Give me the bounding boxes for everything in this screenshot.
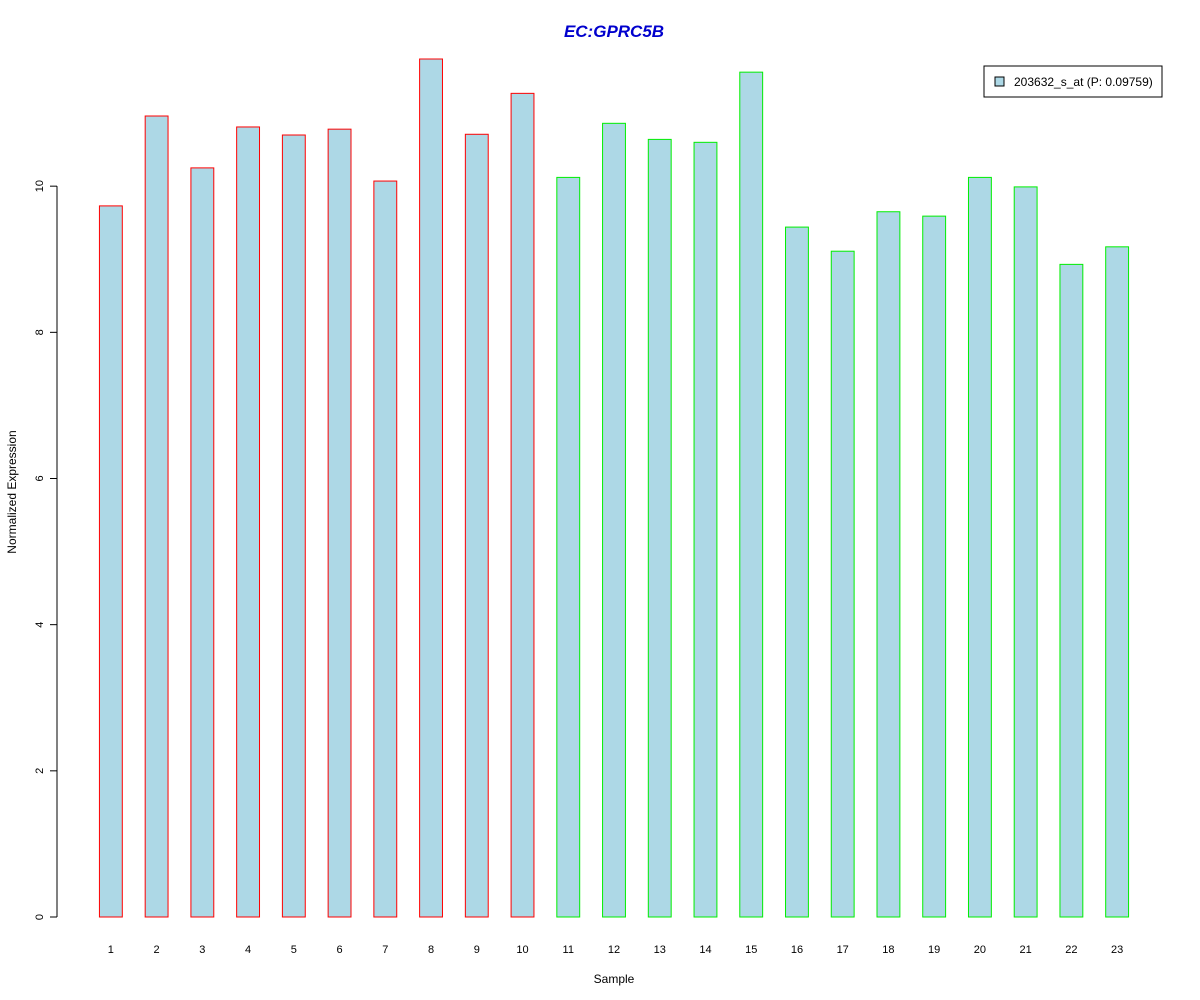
x-tick-label: 21 (1020, 944, 1032, 956)
x-tick-label: 11 (563, 944, 574, 956)
x-tick-label: 18 (882, 944, 894, 956)
legend: 203632_s_at (P: 0.09759) (983, 65, 1163, 98)
x-axis-label: Sample (594, 972, 635, 986)
bar-sample-6 (327, 128, 352, 918)
x-tick-label: 13 (654, 944, 666, 956)
bar-sample-16 (785, 226, 809, 918)
x-tick-label: 17 (837, 944, 849, 956)
bar-sample-10 (510, 92, 535, 918)
x-tick-label: 8 (428, 944, 434, 956)
x-tick-label: 14 (699, 944, 711, 956)
bar-sample-1 (98, 205, 123, 918)
y-tick-label: 4 (34, 622, 46, 628)
x-tick-label: 22 (1065, 944, 1077, 956)
y-tick-label: 8 (34, 329, 46, 335)
bar-sample-20 (967, 176, 992, 918)
x-tick-label: 23 (1111, 944, 1123, 956)
x-tick-label: 16 (791, 944, 803, 956)
x-tick-label: 4 (245, 944, 251, 956)
y-tick-label: 0 (34, 914, 46, 920)
x-tick-label: 7 (382, 944, 388, 956)
x-tick-label: 5 (291, 944, 297, 956)
bar-sample-5 (281, 134, 306, 918)
y-tick-label: 10 (34, 180, 46, 192)
x-tick-label: 15 (745, 944, 757, 956)
bar-sample-17 (830, 250, 855, 918)
legend-swatch (994, 76, 1005, 87)
x-tick-label: 19 (928, 944, 940, 956)
bar-sample-19 (922, 215, 947, 918)
y-axis: 0 2 4 6 8 10 (34, 180, 58, 920)
x-tick-label: 20 (974, 944, 986, 956)
legend-box (983, 65, 1163, 98)
bar-sample-14 (693, 141, 718, 918)
bar-sample-13 (647, 138, 672, 918)
bar-sample-12 (602, 122, 626, 918)
bar-sample-8 (419, 58, 443, 918)
chart-title: EC:GPRC5B (564, 22, 664, 41)
bar-sample-23 (1105, 246, 1130, 918)
x-tick-label: 12 (608, 944, 620, 956)
bar-sample-2 (144, 115, 169, 918)
bar-sample-11 (556, 176, 581, 918)
bar-sample-15 (739, 71, 764, 918)
x-tick-label: 1 (108, 944, 114, 956)
bar-sample-9 (464, 133, 489, 918)
legend-entry-label: 203632_s_at (P: 0.09759) (1014, 75, 1153, 89)
x-tick-label: 3 (199, 944, 205, 956)
bar-sample-4 (236, 126, 261, 918)
y-axis-label: Normalized Expression (5, 430, 19, 553)
bars-group (98, 58, 1130, 918)
x-tick-label: 2 (154, 944, 160, 956)
bar-sample-3 (190, 167, 215, 918)
y-tick-label: 6 (34, 475, 46, 481)
bar-sample-22 (1059, 263, 1084, 918)
bar-sample-7 (373, 180, 398, 918)
bar-sample-21 (1013, 186, 1038, 918)
x-tick-labels: 1 2 3 4 5 6 7 8 9 10 11 12 13 14 15 16 17 18 19 20 21 22 23 (108, 944, 1123, 956)
x-tick-label: 6 (337, 944, 343, 956)
x-tick-label: 9 (474, 944, 480, 956)
y-tick-label: 2 (34, 768, 46, 774)
x-tick-label: 10 (516, 944, 528, 956)
bar-sample-18 (876, 211, 901, 918)
